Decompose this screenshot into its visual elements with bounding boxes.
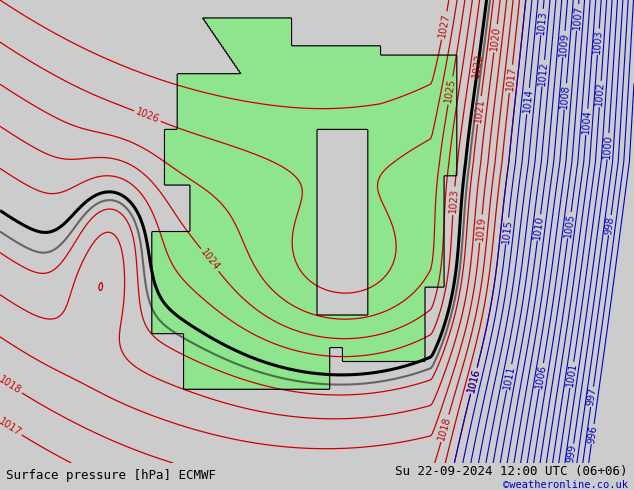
Text: 1000: 1000 (602, 134, 614, 159)
Text: 1026: 1026 (134, 107, 160, 125)
Text: 1010: 1010 (533, 215, 545, 240)
Text: 1016: 1016 (466, 368, 482, 394)
Text: 1013: 1013 (536, 9, 548, 35)
Text: 997: 997 (586, 387, 598, 407)
Text: 1001: 1001 (565, 362, 579, 388)
Text: 1020: 1020 (489, 25, 502, 51)
Text: 998: 998 (604, 216, 616, 235)
Text: 1018: 1018 (437, 415, 453, 441)
Text: 1023: 1023 (448, 188, 460, 214)
Text: ©weatheronline.co.uk: ©weatheronline.co.uk (503, 480, 628, 490)
Text: 1004: 1004 (581, 109, 593, 134)
Text: 1006: 1006 (534, 363, 548, 389)
Text: 1021: 1021 (473, 98, 486, 123)
Text: 1025: 1025 (444, 77, 458, 103)
Text: 1011: 1011 (502, 364, 516, 390)
Text: 996: 996 (586, 424, 599, 444)
Text: 1009: 1009 (558, 31, 570, 57)
Text: 1027: 1027 (437, 12, 451, 39)
Text: 1022: 1022 (472, 52, 484, 78)
Text: 999: 999 (566, 444, 578, 464)
Text: 1005: 1005 (563, 212, 576, 238)
Text: 1008: 1008 (559, 84, 571, 109)
Text: 1002: 1002 (595, 81, 606, 107)
Text: 1017: 1017 (0, 416, 23, 438)
Text: 1024: 1024 (198, 247, 221, 273)
Text: 1012: 1012 (537, 60, 550, 86)
Text: Surface pressure [hPa] ECMWF: Surface pressure [hPa] ECMWF (6, 468, 216, 482)
Text: 1019: 1019 (475, 216, 487, 241)
Text: 1007: 1007 (572, 5, 583, 30)
Text: 1018: 1018 (0, 374, 23, 396)
Text: 1014: 1014 (522, 88, 534, 114)
Text: 1017: 1017 (505, 66, 517, 92)
Text: Su 22-09-2024 12:00 UTC (06+06): Su 22-09-2024 12:00 UTC (06+06) (395, 465, 628, 478)
Text: 1016: 1016 (466, 368, 482, 394)
Text: 1003: 1003 (592, 29, 604, 54)
Text: 1015: 1015 (501, 218, 514, 244)
